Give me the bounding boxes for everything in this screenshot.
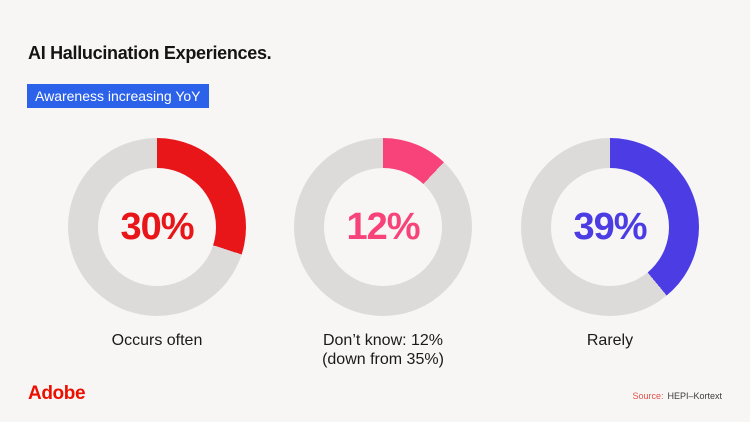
source-note: Source: HEPI–Kortext xyxy=(632,391,722,401)
donut-chart-dont-know: 12% Don’t know: 12% (down from 35%) xyxy=(294,138,472,369)
page-title: AI Hallucination Experiences. xyxy=(28,43,272,63)
donut-caption: Rarely xyxy=(586,332,634,349)
adobe-logo: Adobe xyxy=(28,383,86,404)
donut-value-label: 30% xyxy=(120,205,194,248)
donut-ring: 30% xyxy=(68,138,246,316)
selection-handle-dot xyxy=(190,103,195,108)
highlight-tag: Awareness increasing YoY xyxy=(27,84,209,108)
donut-caption: Occurs often xyxy=(111,332,203,349)
donut-chart-occurs-often: 30% Occurs often xyxy=(68,138,246,350)
source-label: Source: xyxy=(632,391,664,401)
donut-caption: Don’t know: 12% (down from 35%) xyxy=(322,332,444,368)
donut-ring: 12% xyxy=(294,138,472,316)
donut-ring: 39% xyxy=(521,138,699,316)
donut-value-label: 12% xyxy=(346,205,420,248)
donut-chart-rarely: 39% Rarely xyxy=(521,138,699,350)
donut-hole: 39% xyxy=(551,168,669,286)
donut-hole: 30% xyxy=(98,168,216,286)
donut-value-label: 39% xyxy=(573,205,647,248)
donut-hole: 12% xyxy=(324,168,442,286)
source-value: HEPI–Kortext xyxy=(667,391,722,401)
